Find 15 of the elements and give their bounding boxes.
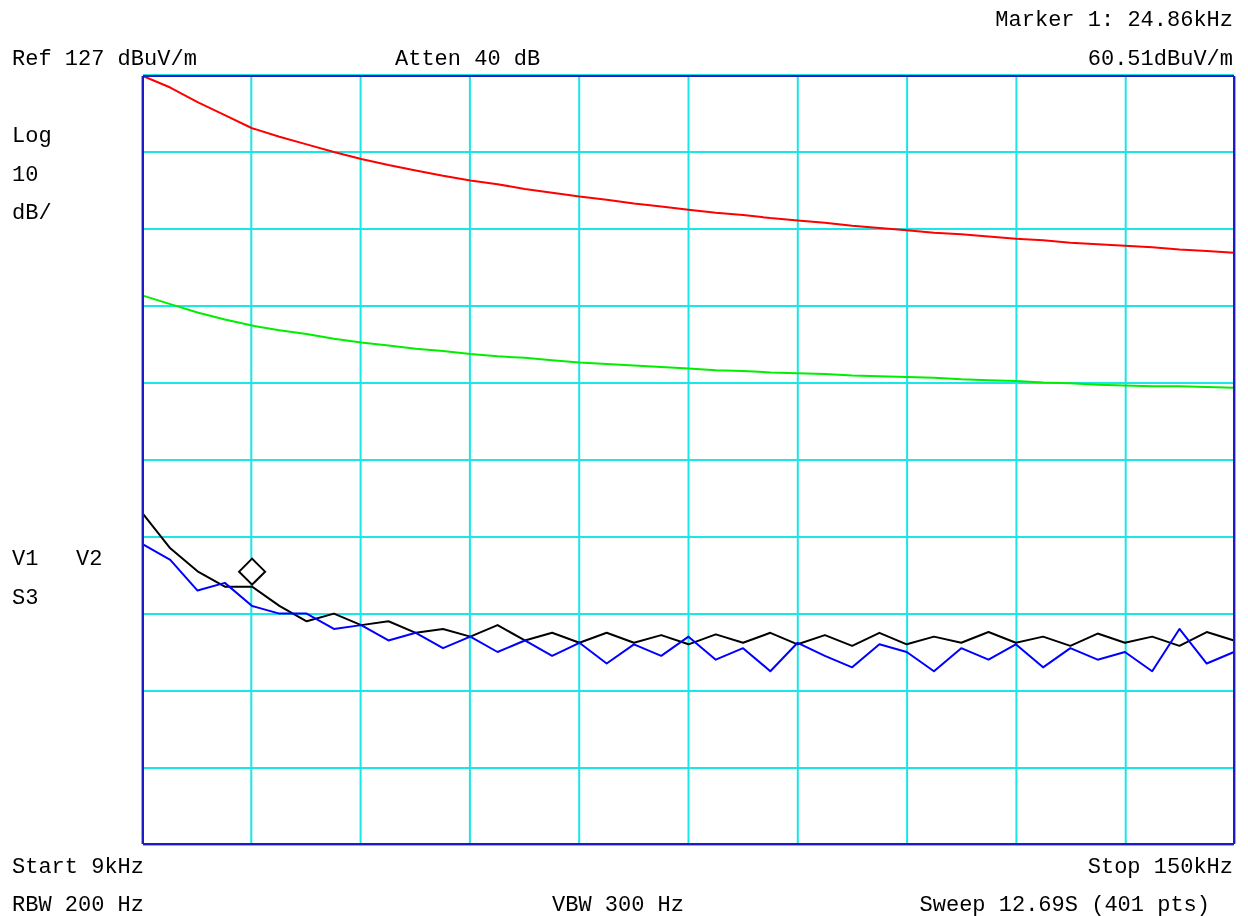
text: Sweep 12.69S (401 pts) [919,893,1210,916]
text: S3 [12,586,39,612]
text: 60.51dBuV/m [1087,47,1233,73]
text: Stop 150kHz [1087,855,1233,881]
text: Log [12,124,52,150]
text: dB/ [12,201,52,227]
text: Marker 1: 24.86kHz [995,8,1233,34]
text: Atten 40 dB [395,47,541,73]
text: Start 9kHz [12,855,145,881]
text: 10 [12,163,39,189]
text: RBW 200 Hz [12,893,145,916]
text: Ref 127 dBuV/m [12,47,197,73]
text: V2 [76,547,103,573]
text: V1 [12,547,39,573]
text: VBW 300 Hz [552,893,685,916]
